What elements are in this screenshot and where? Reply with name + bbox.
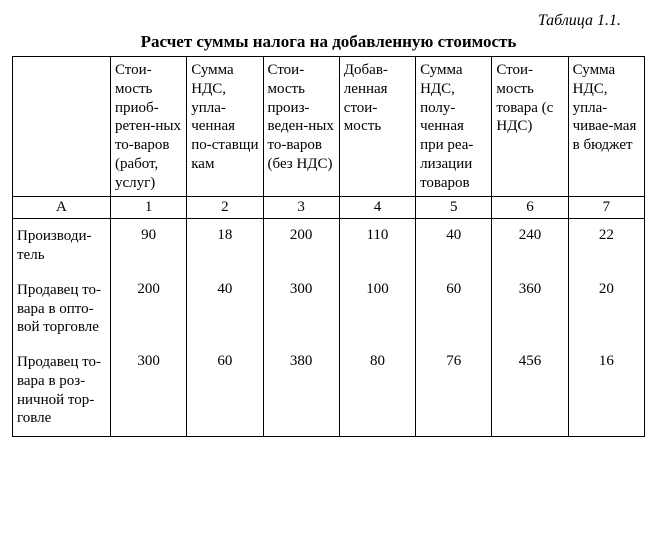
cell: 20 [568,273,644,345]
header-cell: Стои-мость приоб-ретен-ных то-варов (раб… [110,57,186,197]
column-number: 4 [339,197,415,219]
cell: 80 [339,345,415,437]
cell: 300 [263,273,339,345]
table-row: Продавец то-вара в роз-ничной тор-говле … [13,345,645,437]
table-number-label: Таблица 1.1. [12,12,645,30]
header-cell: Сумма НДС, упла-ченная по-ставщи кам [187,57,263,197]
column-number: 3 [263,197,339,219]
header-row: Стои-мость приоб-ретен-ных то-варов (раб… [13,57,645,197]
cell: 200 [263,219,339,273]
cell: 18 [187,219,263,273]
cell: 40 [187,273,263,345]
vat-table: Стои-мость приоб-ретен-ных то-варов (раб… [12,56,645,437]
row-label: Продавец то-вара в роз-ничной тор-говле [13,345,111,437]
row-label: Производи-тель [13,219,111,273]
table-row: Продавец то-вара в опто-вой торговле 200… [13,273,645,345]
column-number: 5 [416,197,492,219]
cell: 60 [187,345,263,437]
cell: 110 [339,219,415,273]
header-cell: Сумма НДС, упла-чивае-мая в бюджет [568,57,644,197]
header-cell: Стои-мость товара (с НДС) [492,57,568,197]
cell: 300 [110,345,186,437]
column-number: 6 [492,197,568,219]
table-title: Расчет суммы налога на добавленную стоим… [12,32,645,52]
cell: 16 [568,345,644,437]
column-number-row: А 1 2 3 4 5 6 7 [13,197,645,219]
header-cell: Добав-ленная стои-мость [339,57,415,197]
table-row: Производи-тель 90 18 200 110 40 240 22 [13,219,645,273]
cell: 90 [110,219,186,273]
cell: 60 [416,273,492,345]
cell: 240 [492,219,568,273]
header-cell: Сумма НДС, полу-ченная при реа-лизации т… [416,57,492,197]
column-number: А [13,197,111,219]
cell: 22 [568,219,644,273]
cell: 456 [492,345,568,437]
cell: 360 [492,273,568,345]
cell: 200 [110,273,186,345]
cell: 380 [263,345,339,437]
column-number: 1 [110,197,186,219]
cell: 40 [416,219,492,273]
column-number: 7 [568,197,644,219]
cell: 76 [416,345,492,437]
header-cell: Стои-мость произ-веден-ных то-варов (без… [263,57,339,197]
row-label: Продавец то-вара в опто-вой торговле [13,273,111,345]
column-number: 2 [187,197,263,219]
header-cell [13,57,111,197]
cell: 100 [339,273,415,345]
